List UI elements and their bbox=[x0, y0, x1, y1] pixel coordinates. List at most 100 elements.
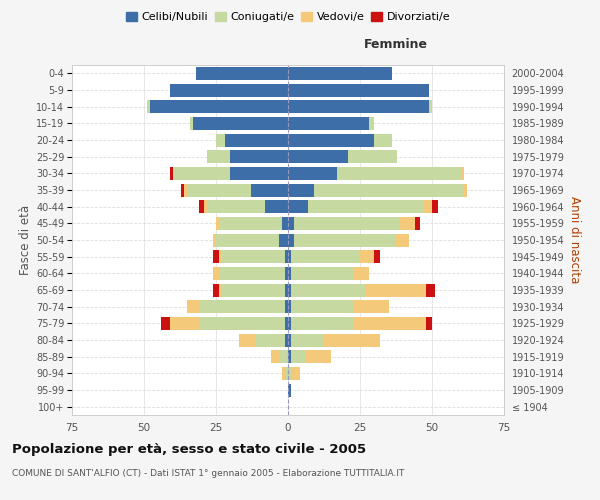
Bar bbox=[288, 217, 294, 230]
Bar bbox=[288, 117, 368, 130]
Bar bbox=[305, 350, 331, 363]
Bar bbox=[199, 200, 205, 213]
Bar bbox=[291, 267, 354, 280]
Bar bbox=[271, 350, 280, 363]
Bar bbox=[291, 284, 366, 296]
Text: Popolazione per età, sesso e stato civile - 2005: Popolazione per età, sesso e stato civil… bbox=[12, 442, 366, 456]
Bar bbox=[464, 184, 467, 196]
Bar bbox=[288, 300, 291, 313]
Bar bbox=[219, 217, 282, 230]
Bar bbox=[288, 167, 337, 180]
Bar bbox=[291, 350, 305, 363]
Bar bbox=[251, 184, 288, 196]
Legend: Celibi/Nubili, Coniugati/e, Vedovi/e, Divorziati/e: Celibi/Nubili, Coniugati/e, Vedovi/e, Di… bbox=[121, 8, 455, 27]
Bar bbox=[354, 300, 389, 313]
Bar bbox=[288, 334, 291, 346]
Bar bbox=[222, 284, 285, 296]
Bar bbox=[187, 300, 199, 313]
Bar bbox=[205, 200, 208, 213]
Bar bbox=[429, 100, 432, 113]
Bar bbox=[288, 350, 291, 363]
Bar bbox=[230, 167, 288, 180]
Bar bbox=[213, 250, 219, 263]
Bar bbox=[288, 317, 291, 330]
Bar bbox=[288, 67, 392, 80]
Bar bbox=[400, 217, 415, 230]
Bar bbox=[239, 334, 256, 346]
Bar bbox=[161, 317, 170, 330]
Bar bbox=[199, 317, 285, 330]
Bar bbox=[199, 300, 285, 313]
Bar bbox=[395, 234, 409, 246]
Bar bbox=[294, 217, 400, 230]
Text: COMUNE DI SANT'ALFIO (CT) - Dati ISTAT 1° gennaio 2005 - Elaborazione TUTTITALIA: COMUNE DI SANT'ALFIO (CT) - Dati ISTAT 1… bbox=[12, 469, 404, 478]
Bar bbox=[265, 200, 288, 213]
Bar bbox=[291, 250, 360, 263]
Bar bbox=[288, 200, 308, 213]
Bar bbox=[288, 384, 291, 396]
Bar bbox=[323, 334, 380, 346]
Bar bbox=[219, 250, 222, 263]
Bar bbox=[213, 234, 216, 246]
Bar bbox=[461, 167, 464, 180]
Bar bbox=[219, 267, 285, 280]
Bar bbox=[285, 317, 288, 330]
Bar bbox=[285, 250, 288, 263]
Y-axis label: Fasce di età: Fasce di età bbox=[19, 205, 32, 275]
Bar bbox=[291, 300, 354, 313]
Bar bbox=[374, 250, 380, 263]
Bar bbox=[181, 184, 184, 196]
Bar bbox=[196, 67, 288, 80]
Bar bbox=[184, 184, 187, 196]
Bar bbox=[285, 334, 288, 346]
Bar bbox=[213, 267, 219, 280]
Bar bbox=[294, 234, 395, 246]
Bar bbox=[150, 100, 288, 113]
Bar bbox=[424, 200, 432, 213]
Bar bbox=[308, 200, 424, 213]
Bar bbox=[432, 200, 438, 213]
Bar bbox=[291, 367, 299, 380]
Bar bbox=[366, 284, 426, 296]
Bar bbox=[285, 284, 288, 296]
Bar bbox=[285, 267, 288, 280]
Bar bbox=[280, 350, 288, 363]
Bar bbox=[285, 367, 288, 380]
Bar bbox=[426, 317, 432, 330]
Bar bbox=[337, 167, 461, 180]
Bar bbox=[216, 217, 219, 230]
Bar bbox=[360, 250, 374, 263]
Bar bbox=[314, 184, 464, 196]
Bar bbox=[354, 317, 426, 330]
Bar bbox=[291, 317, 354, 330]
Bar bbox=[282, 217, 288, 230]
Bar bbox=[230, 150, 288, 163]
Bar bbox=[187, 184, 251, 196]
Bar bbox=[415, 217, 421, 230]
Y-axis label: Anni di nascita: Anni di nascita bbox=[568, 196, 581, 284]
Bar bbox=[354, 267, 368, 280]
Bar bbox=[288, 284, 291, 296]
Bar bbox=[282, 367, 285, 380]
Bar bbox=[224, 134, 288, 146]
Bar bbox=[288, 150, 349, 163]
Bar bbox=[193, 117, 288, 130]
Bar bbox=[288, 184, 314, 196]
Bar bbox=[173, 167, 230, 180]
Bar bbox=[222, 250, 285, 263]
Bar bbox=[170, 84, 288, 96]
Bar bbox=[256, 334, 285, 346]
Bar bbox=[288, 134, 374, 146]
Bar bbox=[219, 284, 222, 296]
Bar bbox=[147, 100, 150, 113]
Bar bbox=[213, 284, 219, 296]
Bar bbox=[368, 117, 374, 130]
Bar bbox=[374, 134, 392, 146]
Bar bbox=[208, 150, 230, 163]
Bar bbox=[216, 134, 224, 146]
Bar bbox=[291, 334, 323, 346]
Text: Femmine: Femmine bbox=[364, 38, 428, 51]
Bar bbox=[288, 367, 291, 380]
Bar bbox=[349, 150, 397, 163]
Bar bbox=[170, 317, 199, 330]
